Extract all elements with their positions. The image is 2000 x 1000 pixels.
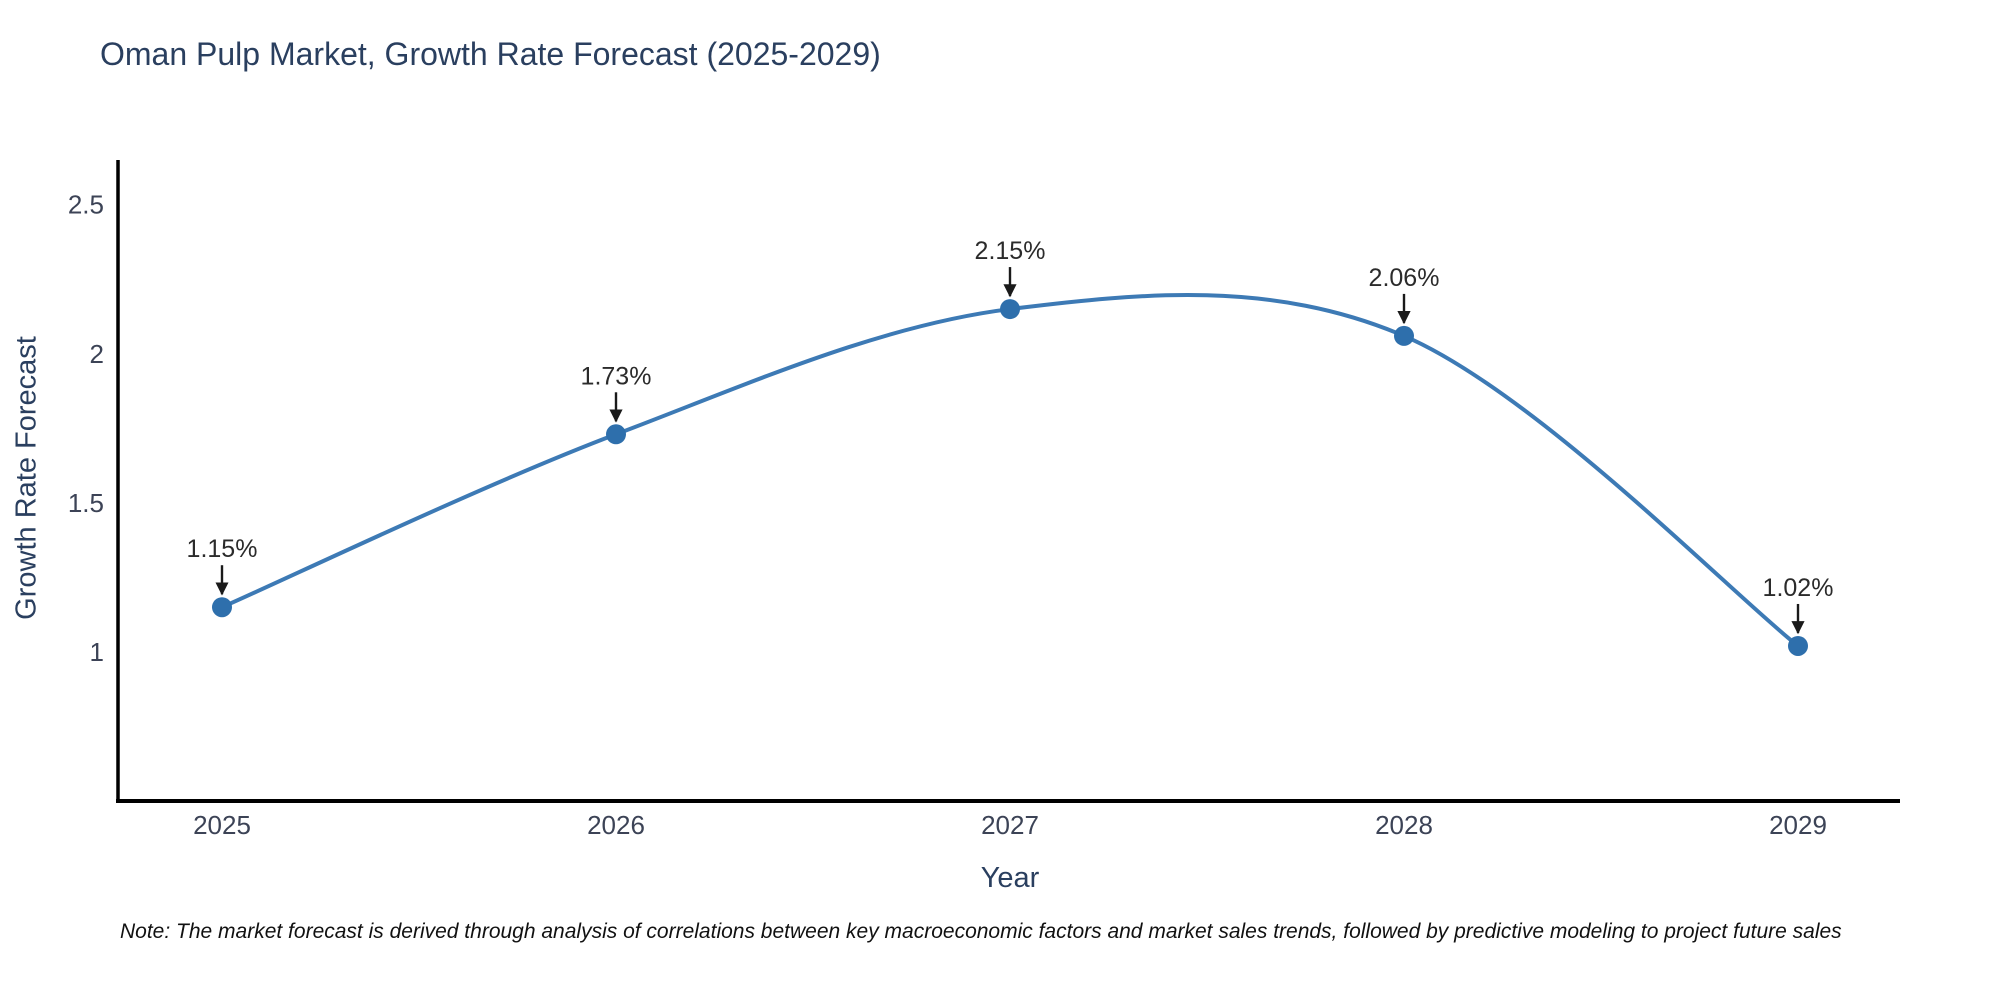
y-tick-label: 2.5 bbox=[68, 190, 104, 220]
point-value-label: 2.06% bbox=[1369, 264, 1440, 292]
y-tick-label: 1 bbox=[90, 637, 104, 667]
point-value-label: 2.15% bbox=[975, 237, 1046, 265]
data-point-marker bbox=[1000, 299, 1020, 320]
x-tick-label: 2029 bbox=[1769, 810, 1827, 840]
y-tick-label: 1.5 bbox=[68, 488, 104, 518]
x-tick-label: 2025 bbox=[193, 810, 251, 840]
data-point-marker bbox=[1394, 325, 1414, 346]
x-tick-label: 2028 bbox=[1375, 810, 1433, 840]
data-point-marker bbox=[212, 597, 232, 618]
footnote: Note: The market forecast is derived thr… bbox=[120, 920, 1842, 943]
forecast-line bbox=[220, 293, 1800, 648]
data-point-marker bbox=[1788, 635, 1808, 656]
y-tick-label: 2 bbox=[90, 339, 104, 369]
x-tick-label: 2026 bbox=[587, 810, 645, 840]
point-value-label: 1.15% bbox=[187, 535, 258, 563]
x-tick-label: 2027 bbox=[981, 810, 1039, 840]
point-value-label: 1.02% bbox=[1763, 574, 1834, 602]
data-point-marker bbox=[606, 424, 626, 445]
chart-title: Oman Pulp Market, Growth Rate Forecast (… bbox=[100, 36, 881, 72]
point-value-label: 1.73% bbox=[581, 362, 652, 390]
x-axis-title: Year bbox=[980, 862, 1040, 894]
